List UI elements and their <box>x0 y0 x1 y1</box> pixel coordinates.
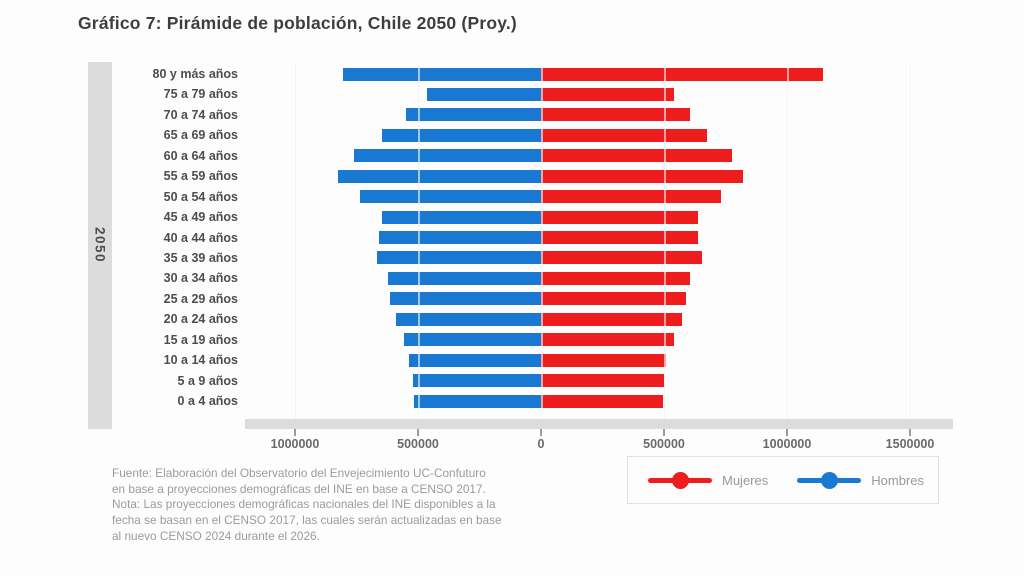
bar-mujeres-75-a-79-anos <box>541 87 674 101</box>
bar-mujeres-15-a-19-anos <box>541 333 674 347</box>
legend-label-mujeres: Mujeres <box>722 472 769 488</box>
x-axis-tick-label: 1500000 <box>885 437 935 451</box>
bar-mujeres-30-a-34-anos <box>541 271 690 285</box>
bar-mujeres-80-y-mas-anos <box>541 67 823 81</box>
bar-mujeres-20-a-24-anos <box>541 312 683 326</box>
age-axis-label-80-y-mas-anos: 80 y más años <box>152 67 238 81</box>
bar-hombres-20-a-24-anos <box>395 312 541 326</box>
x-axis-tick <box>540 429 542 436</box>
grid-line-overlay <box>664 62 666 419</box>
grid-line-overlay <box>418 62 420 419</box>
bar-mujeres-10-a-14-anos <box>541 353 667 367</box>
bar-hombres-35-a-39-anos <box>377 251 541 265</box>
hombres-marker-icon <box>797 471 862 489</box>
age-axis-label-55-a-59-anos: 55 a 59 años <box>163 169 238 184</box>
x-axis-band <box>245 419 953 429</box>
age-axis-label-35-a-39-anos: 35 a 39 años <box>163 250 238 265</box>
mujeres-marker-icon <box>648 471 712 489</box>
legend: Mujeres Hombres <box>627 456 939 504</box>
age-axis-label-5-a-9-anos: 5 a 9 años <box>177 373 238 388</box>
bar-hombres-25-a-29-anos <box>389 292 541 306</box>
bar-hombres-0-a-4-anos <box>414 394 541 408</box>
x-axis-tick-label: 0 <box>537 437 545 451</box>
age-axis-label-20-a-24-anos: 20 a 24 años <box>163 312 238 327</box>
bar-mujeres-5-a-9-anos <box>541 374 664 388</box>
age-axis-label-70-a-74-anos: 70 a 74 años <box>163 107 238 122</box>
bar-hombres-55-a-59-anos <box>338 169 541 183</box>
bar-hombres-65-a-69-anos <box>382 128 541 142</box>
age-axis-label-10-a-14-anos: 10 a 14 años <box>163 353 238 368</box>
bar-mujeres-55-a-59-anos <box>541 169 743 183</box>
chart-title: Gráfico 7: Pirámide de población, Chile … <box>78 13 517 33</box>
bar-mujeres-25-a-29-anos <box>541 292 687 306</box>
bar-hombres-50-a-54-anos <box>360 190 541 204</box>
age-axis-label-40-a-44-anos: 40 a 44 años <box>163 230 238 245</box>
x-axis-tick-label: 500000 <box>397 437 439 451</box>
bar-hombres-30-a-34-anos <box>388 271 541 285</box>
x-axis-tick <box>663 429 665 436</box>
age-axis-label-45-a-49-anos: 45 a 49 años <box>163 210 238 225</box>
x-axis-tick-label: 500000 <box>643 437 685 451</box>
x-axis-tick <box>786 429 788 436</box>
age-axis-label-25-a-29-anos: 25 a 29 años <box>163 291 238 306</box>
x-axis-tick <box>417 429 419 436</box>
bar-hombres-75-a-79-anos <box>426 87 541 101</box>
legend-item-mujeres: Mujeres <box>648 471 768 489</box>
legend-item-hombres: Hombres <box>797 471 924 489</box>
age-axis-label-0-a-4-anos: 0 a 4 años <box>177 394 238 409</box>
x-axis-tick-label: 1000000 <box>270 437 320 451</box>
period-label: 2050 <box>92 227 108 264</box>
grid-line-overlay <box>787 62 789 419</box>
age-axis-label-15-a-19-anos: 15 a 19 años <box>163 332 238 347</box>
bar-hombres-40-a-44-anos <box>378 231 541 245</box>
bar-mujeres-40-a-44-anos <box>541 231 699 245</box>
bar-hombres-45-a-49-anos <box>382 210 541 224</box>
grid-line-overlay <box>295 62 297 419</box>
bar-hombres-5-a-9-anos <box>413 374 541 388</box>
source-note: Fuente: Elaboración del Observatorio del… <box>112 466 502 543</box>
legend-label-hombres: Hombres <box>871 472 924 488</box>
bar-mujeres-70-a-74-anos <box>541 108 690 122</box>
age-axis-label-65-a-69-anos: 65 a 69 años <box>163 128 238 143</box>
age-axis-label-30-a-34-anos: 30 a 34 años <box>163 271 238 286</box>
grid-line-overlay <box>910 62 912 419</box>
x-axis-tick-label: 1000000 <box>762 437 812 451</box>
bar-hombres-80-y-mas-anos <box>342 67 541 81</box>
age-axis-label-50-a-54-anos: 50 a 54 años <box>163 189 238 204</box>
bar-hombres-60-a-64-anos <box>354 149 541 163</box>
grid-line-overlay <box>541 62 543 419</box>
bar-mujeres-50-a-54-anos <box>541 190 721 204</box>
bar-mujeres-45-a-49-anos <box>541 210 699 224</box>
age-axis-label-75-a-79-anos: 75 a 79 años <box>163 87 238 102</box>
period-band: 2050 <box>88 62 112 429</box>
bar-mujeres-65-a-69-anos <box>541 128 708 142</box>
bar-mujeres-60-a-64-anos <box>541 149 732 163</box>
bar-hombres-70-a-74-anos <box>405 108 541 122</box>
x-axis-tick <box>909 429 911 436</box>
bar-mujeres-0-a-4-anos <box>541 394 663 408</box>
x-axis-tick <box>294 429 296 436</box>
bar-hombres-10-a-14-anos <box>409 353 541 367</box>
bar-mujeres-35-a-39-anos <box>541 251 703 265</box>
age-axis-label-60-a-64-anos: 60 a 64 años <box>163 148 238 163</box>
bar-hombres-15-a-19-anos <box>404 333 541 347</box>
